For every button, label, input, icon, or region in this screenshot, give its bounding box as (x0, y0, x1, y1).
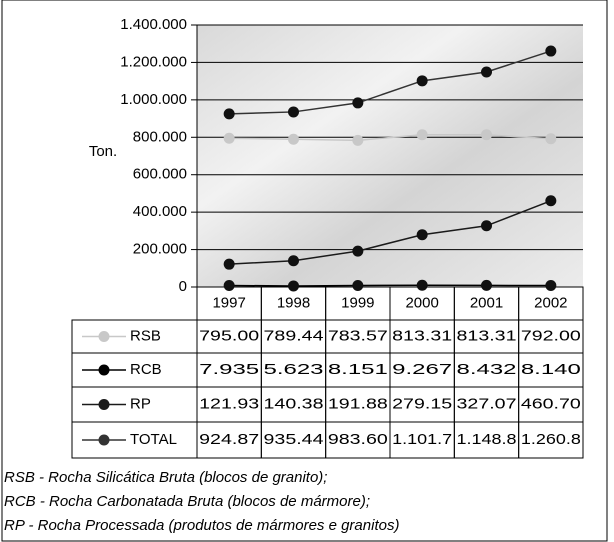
y-axis-label: Ton. (89, 143, 117, 160)
table-value: 935.44 (264, 431, 324, 448)
data-point (288, 255, 299, 267)
table-value: 1.260.8 (521, 431, 581, 448)
series-line (229, 200, 552, 265)
data-point (288, 280, 299, 292)
data-point (352, 279, 364, 291)
y-tick-label: 1.200.000 (120, 53, 187, 70)
table-value: 460.70 (521, 395, 581, 412)
table-value: 191.88 (328, 395, 388, 412)
footnote: RSB - Rocha Silicática Bruta (blocos de … (4, 469, 327, 486)
plot-area (197, 25, 583, 287)
table-value: 813.31 (392, 327, 452, 344)
data-point (288, 133, 299, 145)
data-point (352, 134, 364, 146)
legend-marker (98, 399, 110, 410)
data-point (545, 195, 557, 207)
data-point (481, 66, 492, 78)
series-line (229, 284, 551, 287)
table-value: 8.140 (521, 361, 581, 378)
table-value: 795.00 (199, 327, 259, 344)
table-value: 5.623 (264, 361, 324, 378)
x-tick-label: 1999 (341, 294, 374, 311)
y-tick-label: 800.000 (133, 128, 187, 145)
data-point (352, 97, 364, 109)
table-value: 783.57 (328, 327, 388, 344)
table-value: 9.267 (392, 361, 452, 378)
data-point (352, 245, 364, 257)
x-tick-label: 1997 (212, 294, 245, 311)
x-tick-label: 2000 (405, 294, 438, 311)
data-point (416, 129, 428, 141)
table-value: 327.07 (457, 395, 517, 412)
data-point (288, 106, 299, 118)
table-value: 813.31 (457, 327, 517, 344)
data-point (416, 279, 428, 291)
series-line (229, 50, 552, 115)
x-tick-label: 2001 (470, 294, 503, 311)
data-point (545, 279, 557, 291)
y-tick-label: 0 (179, 278, 187, 295)
table-value: 7.935 (199, 361, 259, 378)
legend-marker (98, 364, 110, 376)
legend-label: TOTAL (130, 431, 177, 448)
table-value: 1.148.8 (457, 431, 517, 448)
table-value: 8.151 (328, 361, 388, 378)
y-tick-label: 1.000.000 (120, 91, 187, 108)
table-value: 121.93 (199, 395, 259, 412)
data-point (481, 279, 492, 291)
y-tick-label: 600.000 (133, 166, 187, 183)
legend-label: RP (130, 395, 151, 412)
legend-label: RCB (130, 361, 162, 378)
table-value: 140.38 (264, 395, 324, 412)
x-tick-label: 2002 (534, 294, 567, 311)
y-tick-label: 1.400.000 (120, 16, 187, 33)
series-line (229, 134, 551, 142)
footnote: RCB - Rocha Carbonatada Bruta (blocos de… (4, 493, 370, 510)
y-tick-label: 400.000 (133, 203, 187, 220)
data-point (223, 280, 235, 292)
data-point (545, 45, 557, 57)
data-point (416, 75, 428, 87)
table-cell (518, 421, 584, 459)
footnote: RP - Rocha Processada (produtos de mármo… (4, 517, 399, 534)
data-point (481, 129, 492, 141)
data-point (481, 220, 492, 232)
x-tick-label: 1998 (277, 294, 310, 311)
table-value: 8.432 (457, 361, 517, 378)
data-point (545, 133, 557, 145)
data-point (416, 229, 428, 241)
legend-label: RSB (130, 327, 161, 344)
data-point (223, 132, 235, 144)
table-value: 983.60 (328, 431, 388, 448)
y-tick-label: 200.000 (133, 241, 187, 258)
table-value: 924.87 (199, 431, 259, 448)
table-value: 792.00 (521, 327, 581, 344)
table-value: 789.44 (264, 327, 324, 344)
table-value: 279.15 (392, 395, 452, 412)
legend-marker (98, 434, 110, 446)
data-point (223, 108, 235, 120)
table-value: 1.101.7 (392, 431, 452, 448)
data-point (223, 258, 235, 270)
legend-marker (98, 331, 110, 342)
